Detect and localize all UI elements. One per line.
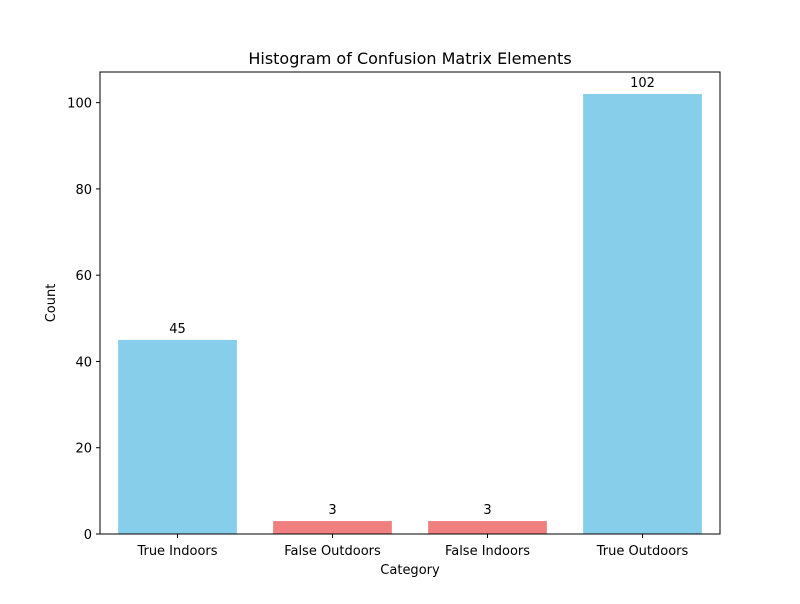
y-tick-label-4: 80 bbox=[75, 183, 92, 198]
y-axis-ticks: 0 20 40 60 80 100 bbox=[67, 97, 100, 543]
bar-1 bbox=[273, 521, 392, 534]
y-tick-label-2: 40 bbox=[75, 355, 92, 370]
bar-2 bbox=[428, 521, 547, 534]
x-tick-label-3: True Outdoors bbox=[596, 544, 689, 559]
bar-value-label-0: 45 bbox=[169, 322, 186, 337]
x-tick-label-2: False Indoors bbox=[445, 544, 530, 559]
plot-area-frame bbox=[99, 71, 721, 535]
x-axis-label: Category bbox=[380, 563, 440, 578]
bar-0 bbox=[118, 339, 237, 534]
data-labels-group: 45 3 3 102 bbox=[169, 76, 655, 518]
bar-value-label-3: 102 bbox=[630, 76, 655, 91]
x-tick-label-1: False Outdoors bbox=[284, 544, 381, 559]
bars-group bbox=[118, 94, 702, 534]
x-axis-ticks: True Indoors False Outdoors False Indoors T… bbox=[136, 534, 689, 559]
bar-value-label-1: 3 bbox=[328, 503, 336, 518]
x-tick-label-0: True Indoors bbox=[136, 544, 217, 559]
y-axis-label: Count bbox=[44, 284, 59, 323]
chart-title: Histogram of Confusion Matrix Elements bbox=[248, 49, 571, 68]
bar-3 bbox=[583, 94, 702, 534]
y-tick-label-1: 20 bbox=[75, 442, 92, 457]
y-tick-label-5: 100 bbox=[67, 97, 92, 112]
y-tick-label-0: 0 bbox=[84, 528, 92, 543]
bar-value-label-2: 3 bbox=[483, 503, 491, 518]
y-tick-label-3: 60 bbox=[75, 269, 92, 284]
